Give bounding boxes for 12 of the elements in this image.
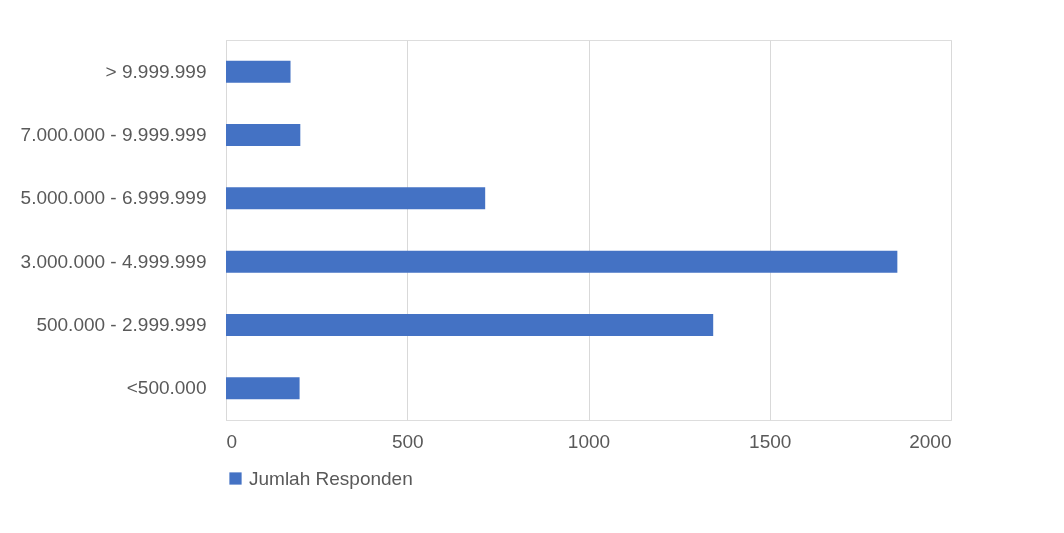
y-tick-label: 500.000 - 2.999.999 (36, 314, 207, 335)
y-tick-label: 3.000.000 - 4.999.999 (20, 250, 207, 272)
x-tick-label: 2000 (909, 430, 952, 452)
x-tick-label: 1000 (567, 430, 611, 452)
y-tick-label: <500.000 (126, 377, 207, 399)
y-tick-label: 7.000.000 - 9.999.999 (20, 124, 207, 145)
x-tick-label: 500 (391, 430, 424, 452)
y-tick-label: 5.000.000 - 6.999.999 (20, 187, 207, 209)
x-tick-label: 0 (226, 430, 238, 452)
legend-label: Jumlah Responden (249, 467, 413, 489)
x-tick-label: 1500 (749, 430, 792, 452)
y-tick-label: > 9.999.999 (105, 60, 207, 82)
